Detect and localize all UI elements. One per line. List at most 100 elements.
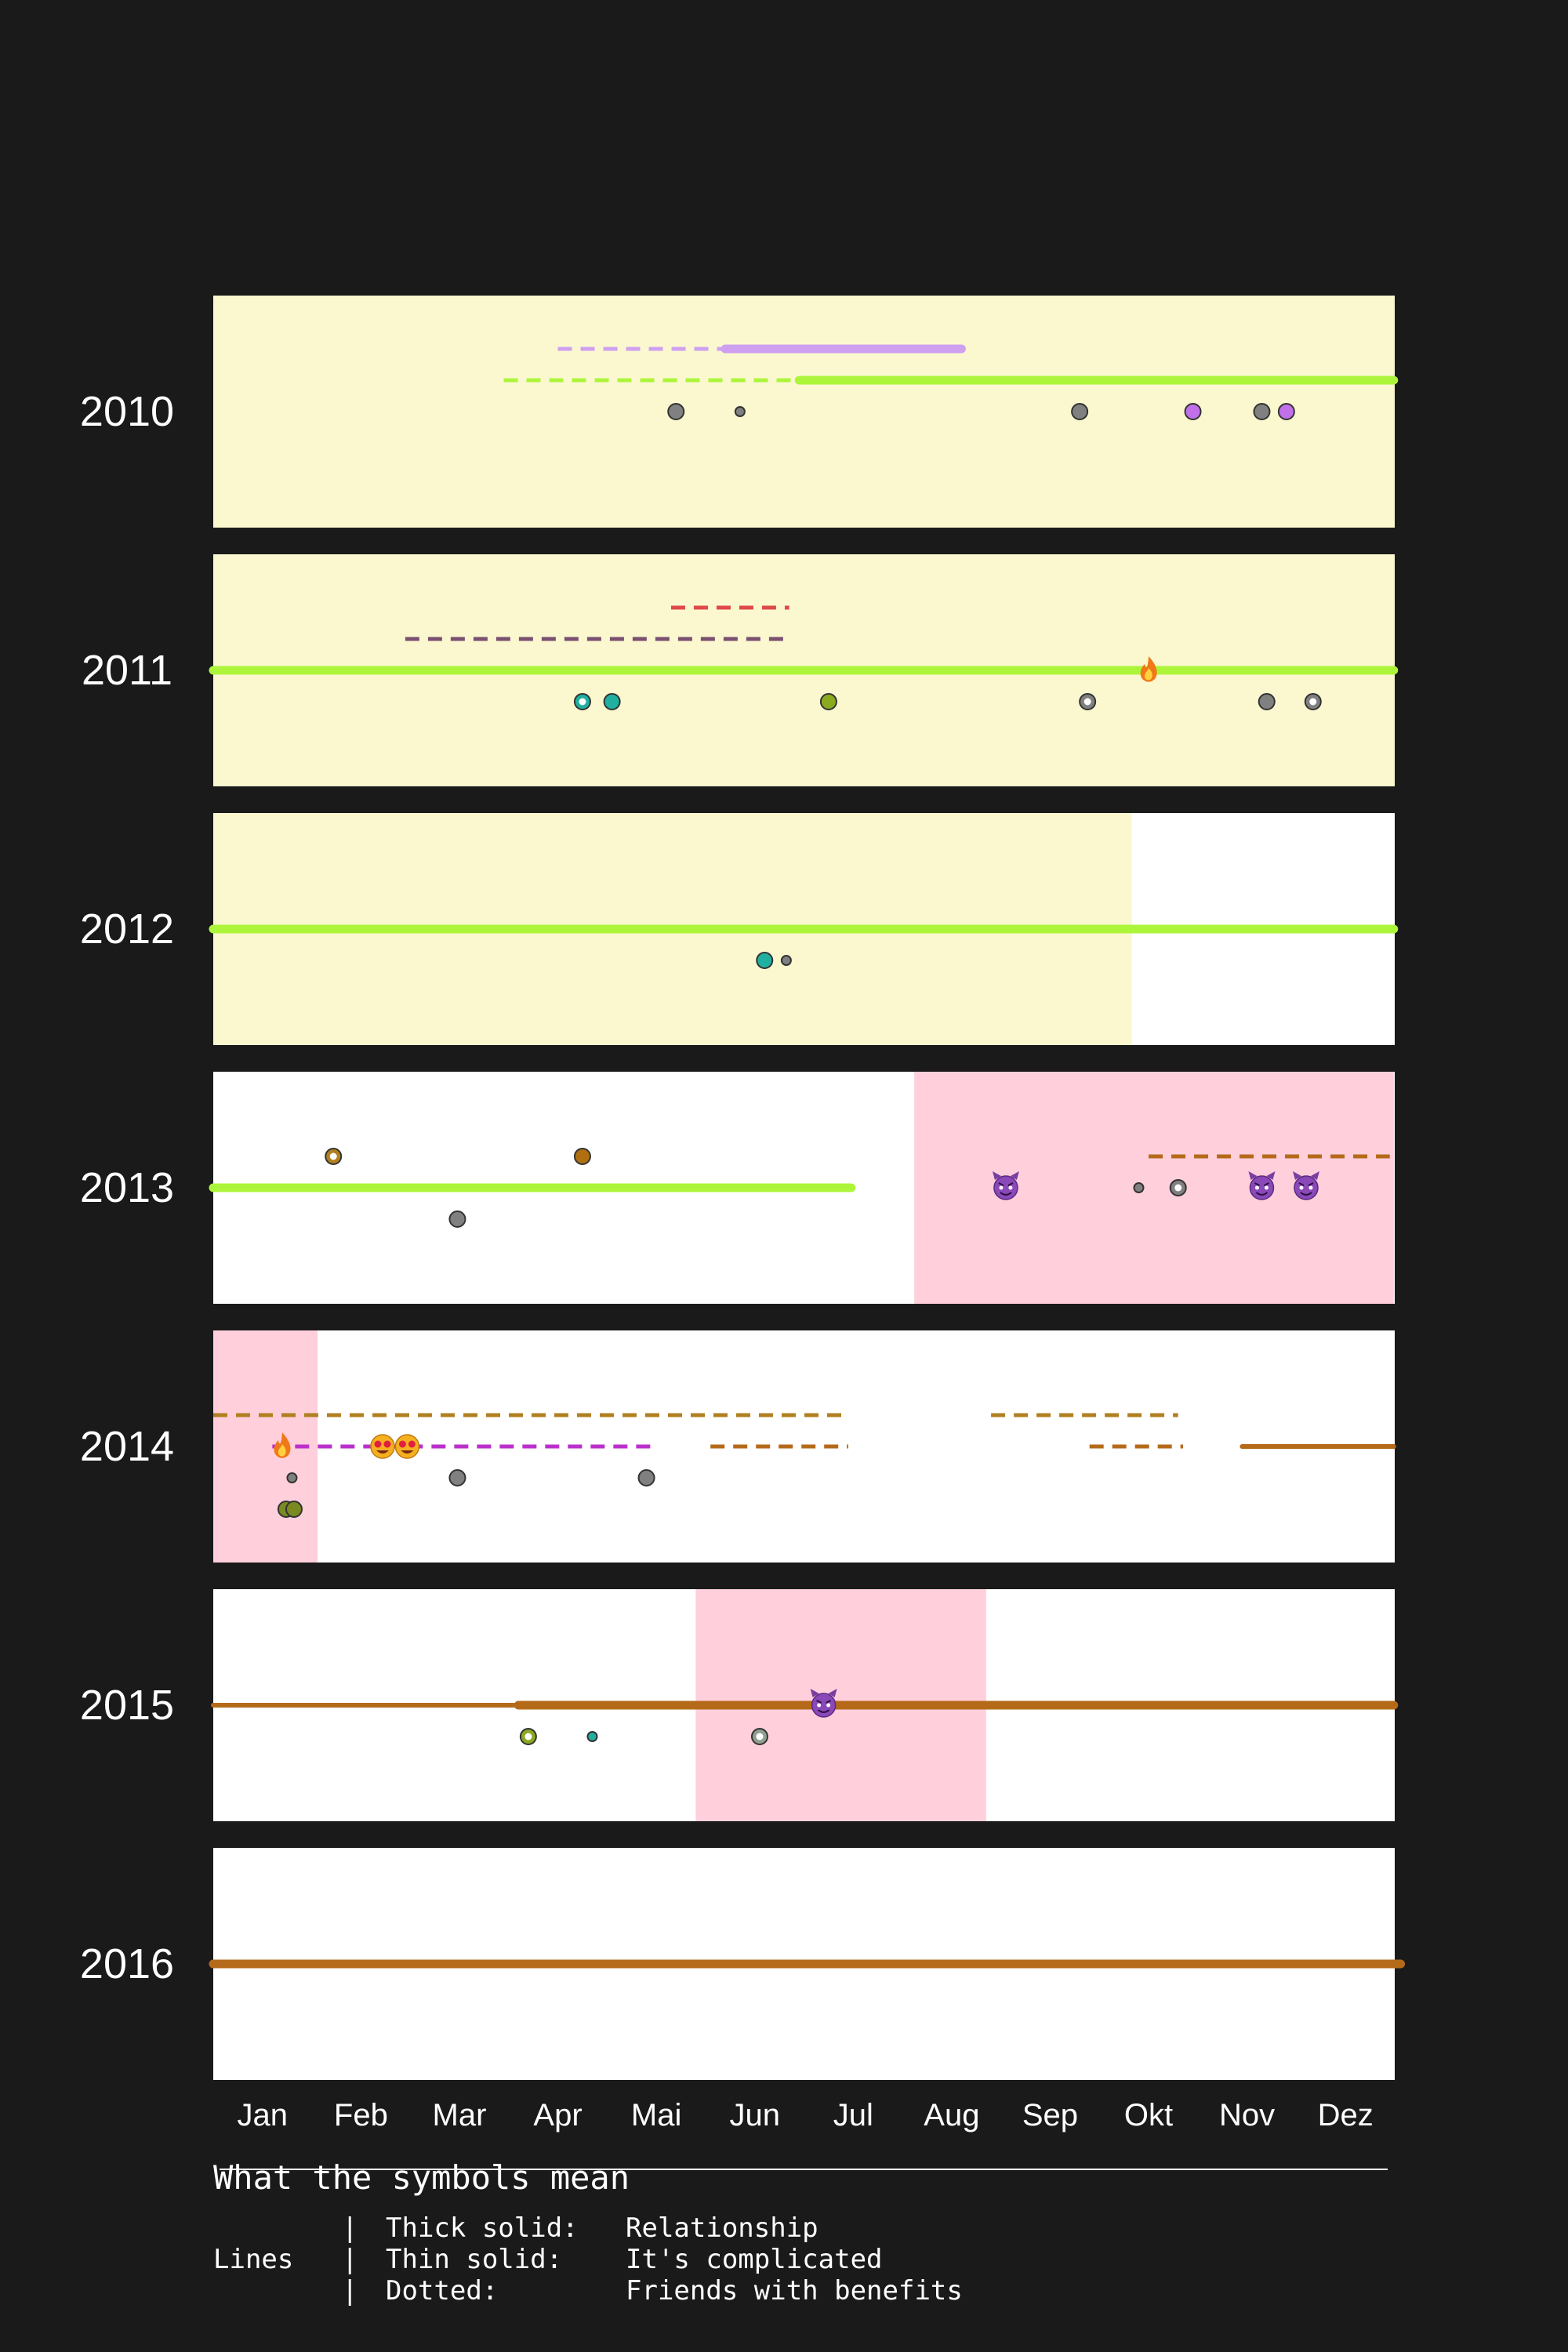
month-tick-label: Feb <box>334 2098 388 2132</box>
event-dot <box>1133 1182 1145 1193</box>
period-band <box>914 1072 1394 1304</box>
devil-brow <box>1298 1182 1305 1186</box>
legend-category: Lines <box>213 2244 294 2275</box>
fire-core <box>278 1444 286 1457</box>
event-dot <box>734 406 746 417</box>
devil-mouth <box>1000 1192 1012 1196</box>
event-ring-center <box>579 698 586 706</box>
devil-icon <box>1249 1175 1275 1200</box>
heart-eyes-mouth <box>401 1450 414 1454</box>
devil-brow <box>1007 1182 1014 1186</box>
legend: What the symbols mean | Thick solid: Rel… <box>213 2154 1389 2307</box>
event-ring-center <box>756 1733 764 1740</box>
event-dot <box>286 1472 298 1483</box>
devil-eye <box>1254 1185 1259 1190</box>
event-dot <box>586 1731 598 1742</box>
month-tick-label: Mar <box>433 2098 487 2132</box>
devil-brow <box>1308 1182 1314 1186</box>
heart-eyes-icon <box>370 1434 395 1459</box>
event-dot <box>780 955 792 966</box>
year-label: 2011 <box>82 647 172 694</box>
devil-horn <box>1292 1171 1301 1180</box>
devil-eye <box>1308 1185 1313 1190</box>
month-tick-label: Dez <box>1318 2098 1374 2132</box>
legend-row-thin: Lines | Thin solid: It's complicated <box>213 2244 1389 2275</box>
fire-core <box>1144 668 1152 681</box>
legend-line-meaning: It's complicated <box>626 2244 883 2275</box>
legend-line-meaning: Relationship <box>626 2212 818 2244</box>
devil-eye <box>817 1703 822 1708</box>
heart-eye <box>374 1440 382 1448</box>
heart-eye <box>408 1440 416 1448</box>
heart-eyes-icon <box>394 1434 420 1459</box>
legend-separator: | <box>342 2212 358 2244</box>
month-tick-label: Jan <box>238 2098 289 2132</box>
devil-mouth <box>1255 1192 1269 1196</box>
event-dot <box>1253 403 1271 420</box>
devil-brow <box>816 1700 822 1704</box>
legend-line-name: Dotted: <box>386 2275 499 2307</box>
month-tick-label: Jun <box>729 2098 780 2132</box>
year-label: 2015 <box>80 1682 174 1729</box>
legend-separator: | <box>342 2244 358 2275</box>
year-label: 2010 <box>80 388 174 435</box>
event-dot <box>1184 403 1202 420</box>
event-dot <box>819 693 837 710</box>
event-dot <box>637 1469 655 1486</box>
devil-icon <box>993 1175 1018 1200</box>
devil-mouth <box>817 1709 830 1713</box>
heart-eyes-mouth <box>376 1450 390 1454</box>
devil-eye <box>1264 1185 1269 1190</box>
devil-icon <box>811 1693 837 1718</box>
devil-eye <box>1008 1185 1013 1190</box>
devil-horn <box>1310 1171 1319 1180</box>
devil-eye <box>1299 1185 1304 1190</box>
timeline-chart: 2010 2011 2012 2013 2014 2015 2016 Jan Feb Mar Apr… <box>80 296 1406 2170</box>
month-tick-label: Sep <box>1022 2098 1078 2132</box>
heart-eye <box>383 1440 391 1448</box>
month-tick-label: Okt <box>1124 2098 1173 2132</box>
devil-eye <box>826 1703 831 1708</box>
devil-icon <box>1294 1175 1319 1200</box>
legend-separator: | <box>342 2275 358 2307</box>
legend-row-dotted: | Dotted: Friends with benefits <box>213 2275 1389 2307</box>
devil-brow <box>998 1182 1004 1186</box>
devil-eye <box>999 1185 1004 1190</box>
devil-horn <box>1248 1171 1258 1180</box>
event-dot <box>667 403 685 420</box>
event-dot <box>756 952 774 969</box>
year-label: 2016 <box>80 1940 174 1987</box>
event-dot <box>448 1469 466 1486</box>
devil-horn <box>828 1689 837 1697</box>
year-label: 2013 <box>80 1164 174 1211</box>
event-dot <box>603 693 621 710</box>
month-tick-label: Aug <box>924 2098 979 2132</box>
event-dot <box>285 1501 303 1518</box>
devil-brow <box>1254 1182 1260 1186</box>
month-tick-label: Jul <box>833 2098 873 2132</box>
event-dot <box>1071 403 1089 420</box>
devil-mouth <box>1300 1192 1312 1196</box>
devil-brow <box>1264 1182 1269 1186</box>
year-label: 2014 <box>80 1423 174 1470</box>
devil-brow <box>826 1700 832 1704</box>
event-dot <box>1258 693 1276 710</box>
event-ring-center <box>1083 698 1091 706</box>
devil-horn <box>810 1689 819 1697</box>
year-label: 2012 <box>80 906 174 953</box>
legend-row-thick: | Thick solid: Relationship <box>213 2212 1389 2244</box>
devil-horn <box>1010 1171 1019 1180</box>
legend-line-meaning: Friends with benefits <box>626 2275 963 2307</box>
devil-horn <box>1266 1171 1276 1180</box>
event-ring-center <box>1174 1184 1182 1192</box>
event-ring-center <box>329 1152 337 1160</box>
heart-eye <box>398 1440 406 1448</box>
event-dot <box>1277 403 1295 420</box>
event-ring-center <box>1309 698 1317 706</box>
month-tick-label: Apr <box>533 2098 582 2132</box>
month-tick-label: Nov <box>1219 2098 1275 2132</box>
event-ring-center <box>524 1733 532 1740</box>
event-dot <box>573 1148 591 1165</box>
month-tick-label: Mai <box>631 2098 681 2132</box>
year-panel <box>213 296 1395 528</box>
